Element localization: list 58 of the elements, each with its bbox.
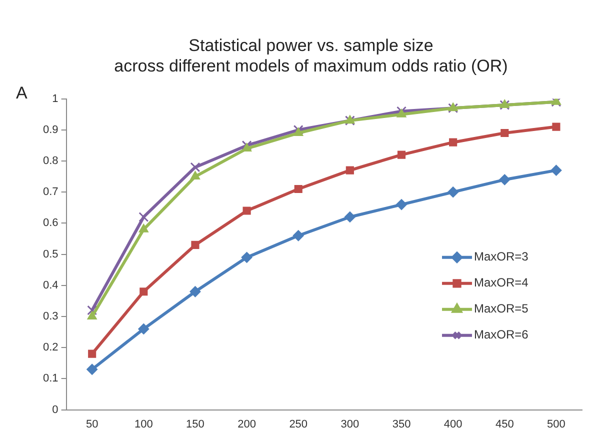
legend-label: MaxOR=6 (474, 328, 529, 342)
x-tick-label: 250 (289, 418, 308, 430)
point (396, 199, 407, 210)
point (190, 171, 200, 180)
text: A (16, 84, 28, 103)
point (294, 128, 304, 136)
chart-subtitle: across different models of maximum odds ratio (OR) (114, 56, 508, 76)
point (88, 350, 96, 358)
point (190, 286, 201, 298)
point (242, 143, 252, 152)
y-tick-label: 0.3 (42, 310, 58, 323)
point (293, 124, 304, 135)
chart-title: Statistical power vs. sample size (188, 36, 434, 55)
x-tick-label: 300 (340, 418, 360, 430)
point (344, 211, 356, 222)
point (500, 128, 509, 138)
x-tick-label: 400 (444, 418, 462, 430)
x-tick-label: 150 (186, 418, 204, 430)
y-tick-label: 0.4 (42, 279, 58, 292)
point (552, 122, 560, 131)
x-tick-label: 50 (86, 418, 98, 430)
x-tick-label: 350 (392, 418, 411, 430)
y-tick-label: 0.9 (42, 124, 58, 136)
x-tick-label: 200 (238, 418, 256, 430)
legend-label: MaxOR=5 (474, 302, 529, 316)
x-tick-label: 450 (495, 418, 514, 430)
point (140, 288, 148, 296)
y-tick-label: 0.2 (42, 342, 58, 354)
point (87, 305, 98, 316)
point (397, 150, 406, 159)
y-tick-label: 0 (52, 404, 58, 416)
point (499, 174, 510, 186)
point (87, 311, 97, 320)
y-tick-label: 0.5 (42, 248, 58, 260)
x-tick-label: 100 (134, 418, 153, 430)
legend-label: MaxOR=3 (474, 250, 529, 264)
x-tick-label: 500 (547, 418, 566, 430)
point (138, 224, 148, 232)
point (242, 140, 252, 150)
point (294, 184, 302, 194)
point (138, 323, 150, 334)
y-tick-label: 0.1 (42, 372, 58, 385)
y-tick-label: 1 (52, 92, 58, 105)
y-tick-label: 0.7 (42, 186, 58, 198)
point (241, 252, 252, 263)
point (138, 212, 149, 222)
point (190, 162, 200, 172)
y-tick-label: 0.8 (42, 155, 58, 168)
point (242, 206, 251, 215)
point (346, 166, 354, 174)
point (86, 364, 98, 375)
point (448, 186, 459, 198)
point (191, 240, 200, 250)
point (292, 230, 304, 242)
legend-label: MaxOR=4 (474, 276, 529, 290)
point (449, 138, 458, 146)
y-tick-label: 0.6 (42, 217, 58, 230)
point (550, 164, 562, 176)
